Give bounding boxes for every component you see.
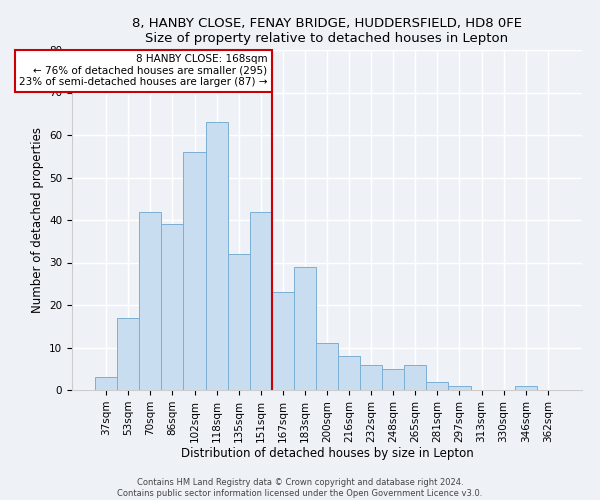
Y-axis label: Number of detached properties: Number of detached properties bbox=[31, 127, 44, 313]
Bar bbox=[161, 224, 184, 390]
Text: Contains HM Land Registry data © Crown copyright and database right 2024.
Contai: Contains HM Land Registry data © Crown c… bbox=[118, 478, 482, 498]
Bar bbox=[95, 378, 117, 390]
Bar bbox=[272, 292, 294, 390]
Bar bbox=[294, 267, 316, 390]
Title: 8, HANBY CLOSE, FENAY BRIDGE, HUDDERSFIELD, HD8 0FE
Size of property relative to: 8, HANBY CLOSE, FENAY BRIDGE, HUDDERSFIE… bbox=[132, 16, 522, 44]
Bar bbox=[448, 386, 470, 390]
Text: 8 HANBY CLOSE: 168sqm
← 76% of detached houses are smaller (295)
23% of semi-det: 8 HANBY CLOSE: 168sqm ← 76% of detached … bbox=[19, 54, 268, 88]
Bar bbox=[404, 364, 427, 390]
Bar bbox=[382, 369, 404, 390]
Bar bbox=[250, 212, 272, 390]
Bar bbox=[139, 212, 161, 390]
Bar bbox=[206, 122, 227, 390]
Bar bbox=[338, 356, 360, 390]
Bar bbox=[360, 364, 382, 390]
Bar bbox=[427, 382, 448, 390]
Bar bbox=[227, 254, 250, 390]
X-axis label: Distribution of detached houses by size in Lepton: Distribution of detached houses by size … bbox=[181, 448, 473, 460]
Bar bbox=[184, 152, 206, 390]
Bar bbox=[316, 343, 338, 390]
Bar bbox=[515, 386, 537, 390]
Bar bbox=[117, 318, 139, 390]
